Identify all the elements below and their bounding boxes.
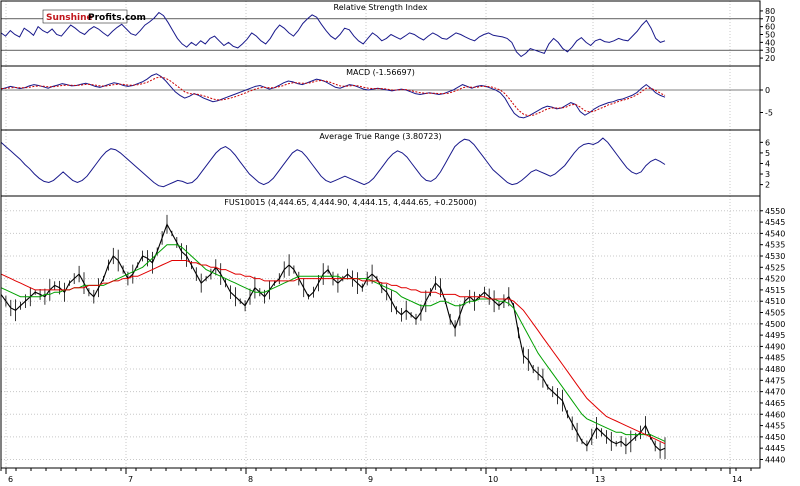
xtick-label-5: 13: [595, 475, 605, 484]
logo-part1: Sunshine: [46, 13, 93, 23]
logo-part2: Profits.com: [88, 13, 146, 23]
series-price-2: [0, 260, 666, 445]
ytick-label-atr-3: 5: [765, 149, 770, 158]
ytick-label-rsi-5: 70: [765, 15, 775, 24]
ytick-label-price-6: 4470: [765, 388, 785, 397]
ytick-label-price-13: 4505: [765, 309, 785, 318]
ytick-label-price-21: 4545: [765, 218, 785, 227]
series-macd-0: [0, 73, 666, 119]
ytick-label-price-11: 4495: [765, 331, 785, 340]
ytick-label-price-12: 4500: [765, 320, 785, 329]
ytick-label-price-14: 4510: [765, 297, 785, 306]
ytick-label-macd-1: 0: [765, 86, 770, 95]
panel-title-atr: Average True Range (3.80723): [319, 132, 441, 141]
ytick-label-price-19: 4535: [765, 241, 785, 250]
ytick-label-atr-1: 3: [765, 170, 770, 179]
ytick-label-price-20: 4540: [765, 229, 785, 238]
ytick-label-price-10: 4490: [765, 342, 785, 351]
ytick-label-price-18: 4530: [765, 252, 785, 261]
ytick-label-atr-0: 2: [765, 181, 770, 190]
panel-title-price: FUS10015 (4,444.65, 4,444.90, 4,444.15, …: [224, 198, 476, 207]
xtick-label-6: 14: [732, 475, 742, 484]
series-rsi-0: [0, 11, 666, 58]
ytick-label-price-17: 4525: [765, 263, 785, 272]
series-macd-1: [0, 76, 666, 117]
xtick-label-2: 8: [248, 475, 253, 484]
ytick-label-atr-4: 6: [765, 138, 770, 147]
ytick-label-price-2: 4450: [765, 433, 785, 442]
ytick-label-price-5: 4465: [765, 399, 785, 408]
panel-title-rsi: Relative Strength Index: [334, 3, 428, 12]
ytick-label-price-8: 4480: [765, 365, 785, 374]
logo: Sunshine Profits.com: [42, 9, 146, 24]
ytick-label-price-1: 4445: [765, 444, 785, 453]
x-axis: 6 7 8 9 10 13 14: [0, 467, 760, 484]
ytick-label-rsi-4: 60: [765, 23, 775, 32]
panel-atr: 2 3 45 6 Average True Range (3.80723): [0, 129, 770, 197]
ytick-label-rsi-6: 80: [765, 7, 775, 16]
xtick-label-4: 10: [488, 475, 498, 484]
ytick-label-macd-0: -5: [765, 109, 773, 118]
ytick-label-price-16: 4520: [765, 275, 785, 284]
ytick-label-rsi-0: 20: [765, 54, 775, 63]
xtick-label-3: 9: [368, 475, 373, 484]
ytick-label-price-4: 4460: [765, 410, 785, 419]
ytick-label-rsi-1: 30: [765, 46, 775, 55]
ytick-label-atr-2: 4: [765, 159, 770, 168]
xtick-label-1: 7: [128, 475, 133, 484]
ytick-label-price-0: 4440: [765, 455, 785, 464]
ytick-label-price-22: 4550: [765, 207, 785, 216]
ytick-label-price-3: 4455: [765, 422, 785, 431]
ytick-label-rsi-3: 50: [765, 31, 775, 40]
ytick-label-price-15: 4515: [765, 286, 785, 295]
xtick-label-0: 6: [8, 475, 13, 484]
ytick-label-rsi-2: 40: [765, 38, 775, 47]
ytick-label-price-9: 4485: [765, 354, 785, 363]
panel-title-macd: MACD (-1.56697): [346, 68, 415, 77]
panel-price: 4440 4445 4450 4455 4460 4465 4470 4475 4480 4485…: [0, 195, 785, 469]
ytick-label-price-7: 4475: [765, 376, 785, 385]
series-atr-0: [0, 137, 666, 188]
